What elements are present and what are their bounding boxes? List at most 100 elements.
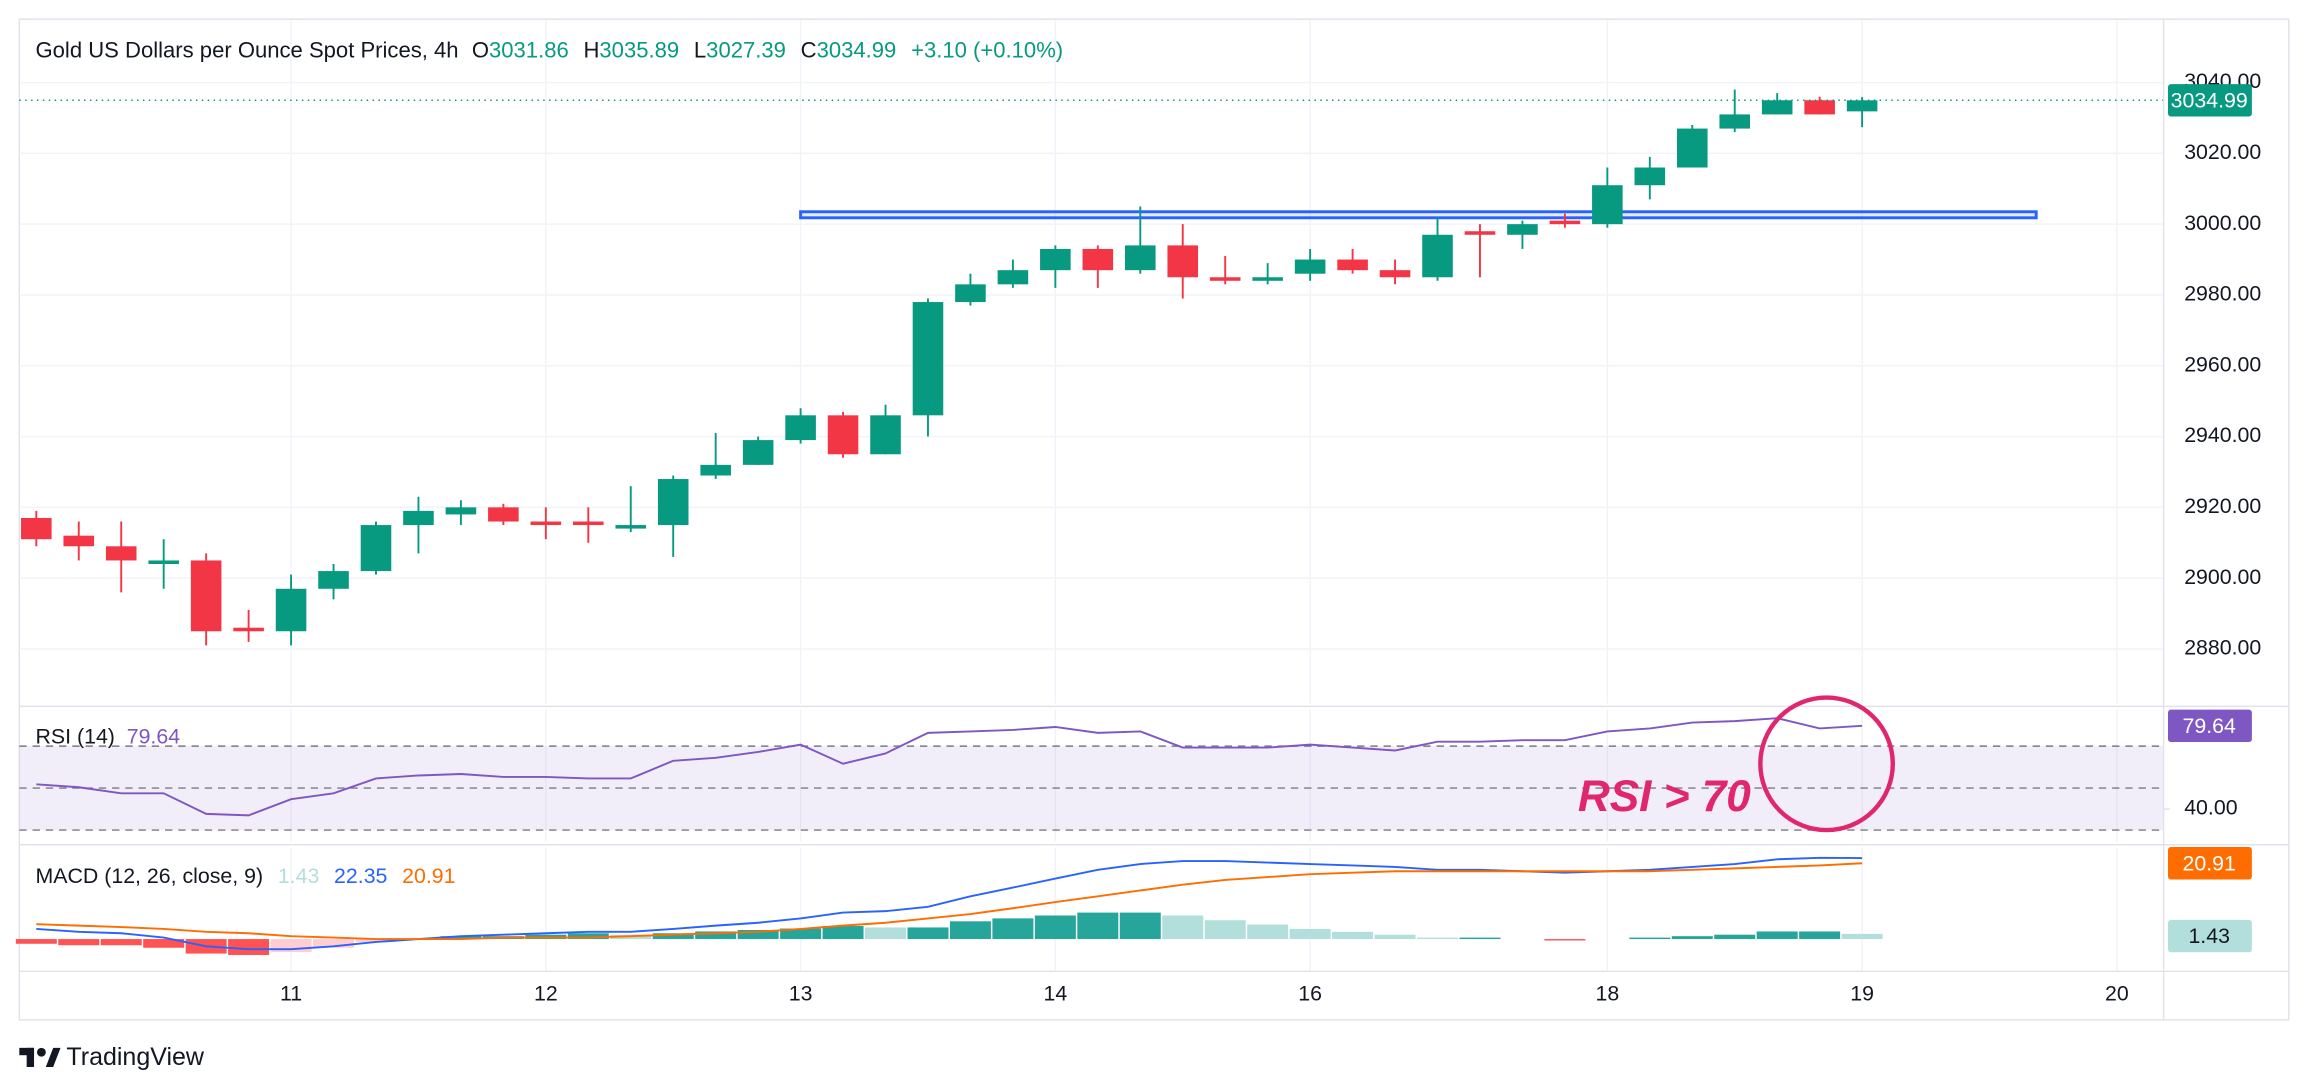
candle-body: [233, 627, 264, 632]
candle-body: [360, 525, 392, 572]
candle-body: [573, 521, 604, 526]
macd-value: 22.35: [334, 864, 387, 888]
histogram-bar: [1714, 934, 1756, 940]
candle-body: [21, 517, 52, 540]
x-tick-label: 13: [789, 982, 813, 1006]
histogram-bar: [567, 933, 609, 940]
logo-part: [26, 1047, 35, 1067]
candle-body: [1294, 259, 1326, 274]
x-tick-label: 16: [1298, 982, 1322, 1006]
indicator-value: 79.64: [127, 724, 181, 748]
candle-body: [1252, 277, 1283, 281]
y-tick-label: 3000.00: [2184, 211, 2261, 235]
candle-body: [700, 464, 731, 476]
candle-body: [1379, 270, 1411, 278]
candle-body: [1804, 100, 1835, 115]
ohlc-value: 3034.99: [817, 37, 897, 62]
indicator-name: RSI (14): [36, 724, 115, 748]
histogram-bar: [15, 939, 57, 944]
y-tick-label: 2900.00: [2184, 565, 2261, 589]
candle-body: [1082, 248, 1114, 271]
last-price-label: 3034.99: [2171, 88, 2248, 112]
candle-body: [1846, 100, 1878, 112]
candle-body: [1549, 220, 1581, 225]
histogram-bar: [1119, 912, 1161, 940]
histogram-bar: [907, 927, 949, 940]
brand-name: TradingView: [66, 1043, 205, 1071]
histogram-bar: [652, 933, 694, 940]
signal-value-badge-bg: [2168, 847, 2252, 880]
histogram-value-badge-bg: [2168, 919, 2252, 953]
histogram-bar: [695, 931, 737, 940]
last-price-label-bg: [2168, 84, 2252, 117]
candle-body: [1422, 234, 1453, 278]
histogram-bar: [1332, 931, 1374, 940]
histogram-bar: [1247, 924, 1289, 940]
histogram-bar: [355, 939, 397, 942]
histogram-bar: [1544, 939, 1586, 941]
histogram-value-badge: 1.43: [2188, 924, 2230, 948]
candle-body: [1124, 245, 1156, 271]
y-tick-label: 2960.00: [2184, 352, 2261, 376]
annotation: RSI > 70: [1578, 772, 1751, 821]
macd-line: [36, 856, 1863, 951]
candle-body: [488, 507, 519, 522]
indicator-title: RSI (14) 79.64: [36, 724, 181, 748]
histogram-bar: [313, 939, 355, 948]
candle-body: [1761, 100, 1793, 115]
candle-body: [318, 571, 349, 589]
histogram-bar: [100, 939, 142, 946]
candle-body: [1040, 248, 1071, 271]
x-tick-label: 18: [1595, 982, 1619, 1006]
price-change: +3.10 (+0.10%): [911, 37, 1063, 62]
histogram-bar: [143, 939, 185, 948]
x-tick-label: 12: [534, 982, 558, 1006]
histogram-bar: [1756, 931, 1798, 940]
logo-part: [36, 1047, 46, 1057]
candle-body: [955, 284, 986, 303]
ohlc-value: 3027.39: [706, 37, 786, 62]
highlight-circle: [1758, 695, 1895, 833]
histogram-bar: [780, 928, 822, 940]
indicator-name: MACD (12, 26, close, 9): [36, 864, 264, 888]
candle-body: [275, 588, 307, 632]
y-tick-label: 2920.00: [2184, 494, 2261, 518]
y-tick-label: 2940.00: [2184, 423, 2261, 447]
candle-body: [997, 270, 1029, 285]
candle-body: [190, 560, 222, 632]
candle-body: [615, 525, 647, 529]
histogram-bar: [440, 936, 482, 940]
histogram-bar: [58, 939, 100, 946]
rsi-band: [19, 746, 2164, 831]
candle-body: [403, 510, 434, 526]
candle-body: [105, 546, 137, 561]
ohlc-label: L: [694, 37, 706, 62]
signal-value: 20.91: [402, 864, 455, 888]
histogram-bar: [1671, 936, 1713, 940]
candle-body: [1634, 167, 1666, 186]
histogram-bar: [737, 929, 779, 940]
candle-body: [912, 302, 944, 416]
x-tick-label: 14: [1043, 982, 1067, 1006]
symbol-title: Gold US Dollars per Ounce Spot Prices, 4…: [36, 37, 459, 62]
ohlc-label: O: [472, 37, 489, 62]
x-tick-label: 20: [2105, 982, 2129, 1006]
candle-body: [1464, 231, 1496, 235]
rsi-value-badge: 79.64: [2183, 714, 2237, 738]
candle-body: [657, 479, 689, 526]
histogram-bar: [865, 927, 907, 940]
histogram-bar: [1799, 931, 1841, 940]
candle-body: [1337, 259, 1368, 271]
histogram-bar: [1417, 937, 1459, 940]
signal-value-badge: 20.91: [2183, 851, 2236, 875]
ohlc-value: 3035.89: [599, 37, 679, 62]
histogram-bar: [1629, 937, 1671, 940]
histogram-bar: [949, 921, 991, 940]
candle-body: [148, 560, 179, 564]
ohlc-value: 3031.86: [489, 37, 569, 62]
candle-body: [1719, 114, 1751, 129]
candle-body: [827, 415, 859, 455]
chart-header: Gold US Dollars per Ounce Spot Prices, 4…: [36, 37, 1064, 62]
